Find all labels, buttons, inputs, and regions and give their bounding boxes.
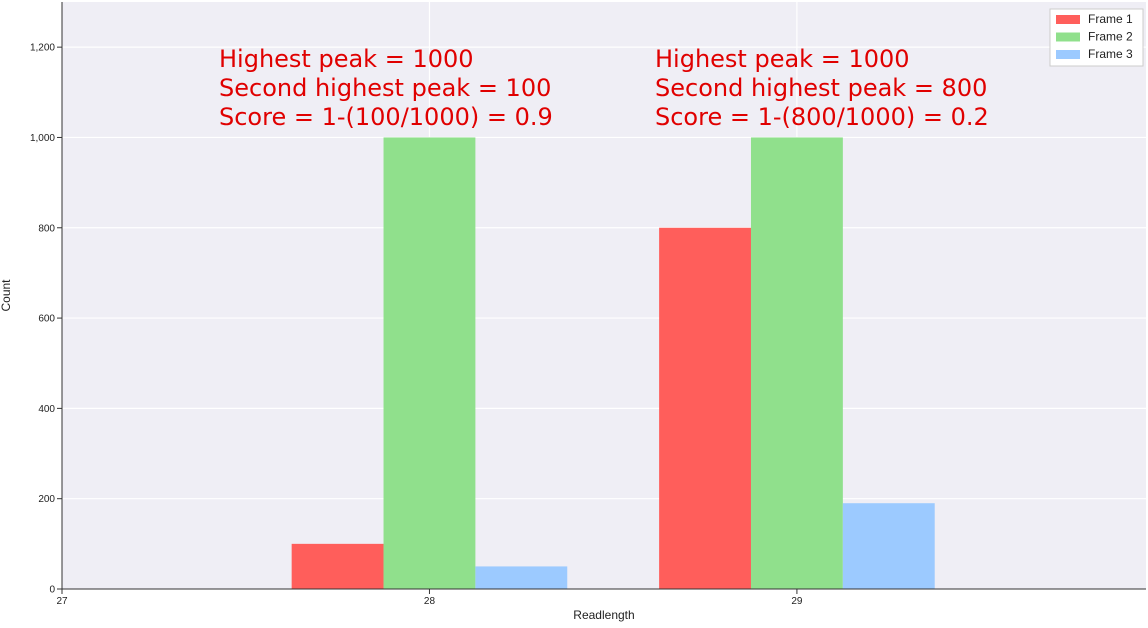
bar-frame-2-29: [750, 137, 843, 589]
legend-swatch: [1056, 15, 1080, 24]
annotation-line: Highest peak = 1000: [655, 45, 910, 73]
legend: Frame 1 Frame 2 Frame 3: [1049, 8, 1144, 67]
legend-label: Frame 1: [1088, 12, 1133, 26]
annotation-line: Score = 1-(100/1000) = 0.9: [219, 103, 553, 131]
bar-frame-1-28: [291, 543, 384, 589]
annotation-line: Highest peak = 1000: [219, 45, 474, 73]
y-tick-label: 1,200: [30, 43, 55, 54]
annotation-line: Second highest peak = 100: [219, 74, 551, 102]
y-tick-label: 200: [38, 494, 55, 505]
legend-label: Frame 3: [1088, 47, 1133, 61]
annotation-line: Second highest peak = 800: [655, 74, 987, 102]
y-tick-label: 600: [38, 314, 55, 325]
legend-swatch: [1056, 32, 1080, 42]
y-tick-label: 400: [38, 404, 55, 415]
y-axis-title: Count: [0, 279, 13, 312]
x-axis-title: Readlength: [573, 608, 634, 622]
annotation-line: Score = 1-(800/1000) = 0.2: [655, 103, 989, 131]
y-tick-label: 1,000: [30, 133, 55, 144]
bar-frame-2-28: [383, 137, 476, 589]
ticks-layer: 0 200 400 600 800 1,000 1,200 27 28 29: [30, 43, 803, 607]
legend-label: Frame 2: [1088, 30, 1133, 44]
bar-frame-1-29: [659, 227, 751, 589]
x-tick-label: 27: [56, 596, 68, 607]
y-tick-label: 800: [38, 223, 55, 234]
x-tick-label: 28: [424, 596, 436, 607]
plot-background: [62, 2, 1146, 589]
legend-swatch: [1056, 50, 1080, 59]
bar-frame-3-28: [475, 566, 568, 589]
x-tick-label: 29: [791, 596, 803, 607]
axes-layer: [61, 2, 1146, 590]
bars-layer: [291, 137, 935, 589]
y-tick-label: 0: [49, 585, 55, 596]
bar-frame-3-29: [842, 503, 935, 589]
